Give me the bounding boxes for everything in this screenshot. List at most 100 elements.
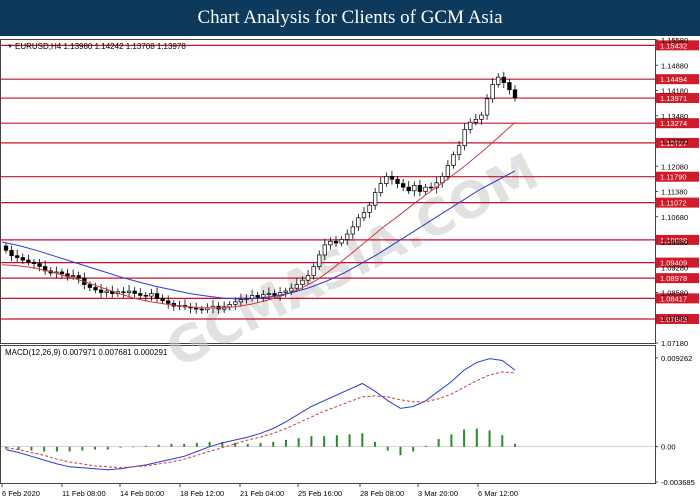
level-label-box <box>656 197 699 208</box>
candle <box>356 213 361 231</box>
ma-fast-line <box>1 121 516 309</box>
candle <box>507 79 512 95</box>
candle <box>406 181 411 195</box>
macd-histogram-bar <box>310 436 313 447</box>
candle <box>20 253 25 265</box>
candle <box>490 78 495 103</box>
candle <box>479 111 484 125</box>
time-tick-label: 6 Mar 12:00 <box>478 489 518 498</box>
level-label: 1.12727 <box>660 139 687 148</box>
level-label-box <box>656 273 699 284</box>
macd-histogram-bar <box>81 446 84 451</box>
macd-histogram-bar <box>514 443 516 447</box>
macd-histogram-bar <box>144 445 147 447</box>
candle <box>400 178 406 192</box>
macd-tick-label: -0.003685 <box>661 478 695 487</box>
macd-histogram-bar <box>361 433 364 447</box>
candle <box>305 270 311 285</box>
level-label: 1.13274 <box>660 119 687 128</box>
price-tick-label: 1.11380 <box>661 188 688 197</box>
level-label-box <box>656 74 699 85</box>
candle <box>233 297 238 310</box>
macd-histogram-bar <box>501 435 504 447</box>
price-panel-arrow-icon: ▼ <box>7 44 13 50</box>
level-label: 1.08417 <box>660 294 687 303</box>
time-tick-label: 21 Feb 04:00 <box>240 489 284 498</box>
level-label: 1.10038 <box>660 236 687 245</box>
macd-signal-line <box>5 371 516 469</box>
candle <box>26 254 31 266</box>
level-label-box <box>656 314 699 325</box>
candle <box>93 282 98 294</box>
macd-tick-label: 0.00 <box>661 443 676 452</box>
price-tick-label: 1.07880 <box>661 314 688 323</box>
candle <box>126 284 132 298</box>
macd-histogram-bar <box>119 446 122 448</box>
price-axis: 1.15580 1.14880 1.14180 1.13480 1.12780 1.120… <box>655 36 688 348</box>
level-label: 1.13971 <box>660 94 687 103</box>
time-tick-label: 18 Feb 12:00 <box>180 489 224 498</box>
macd-histogram-bar <box>437 439 440 447</box>
candle <box>121 287 126 298</box>
candle <box>367 201 372 218</box>
time-axis: 6 Feb 2020 11 Feb 08:00 14 Feb 00:00 18 Feb… <box>1 483 518 498</box>
price-tick-label: 1.14880 <box>661 61 688 70</box>
level-label: 1.15432 <box>660 41 687 50</box>
candle <box>428 182 434 192</box>
macd-histogram-bar <box>30 446 33 451</box>
level-label-box <box>656 171 699 182</box>
macd-histogram-bar <box>195 442 198 447</box>
candle <box>417 179 423 197</box>
macd-histogram-bar <box>132 446 135 448</box>
level-label: 1.08978 <box>660 274 687 283</box>
candle <box>154 287 160 303</box>
macd-histogram-bar <box>475 428 478 447</box>
candle <box>311 263 316 280</box>
price-tick-label: 1.09280 <box>661 263 688 272</box>
time-tick-label: 6 Feb 2020 <box>2 489 40 498</box>
candle <box>378 177 383 197</box>
candle <box>138 288 143 299</box>
candle <box>194 302 199 314</box>
candle <box>473 113 478 126</box>
price-tick-label: 1.09980 <box>661 238 688 247</box>
macd-histogram-bar <box>246 443 249 447</box>
candle <box>350 220 355 239</box>
candle <box>322 238 327 261</box>
candle <box>199 305 204 314</box>
macd-histogram-bar <box>68 446 71 452</box>
candle <box>468 118 473 134</box>
moving-averages <box>1 121 516 309</box>
level-label-box <box>656 118 699 129</box>
ma-slow-line <box>1 170 516 300</box>
candle <box>132 287 137 298</box>
macd-histogram-bar <box>5 446 7 449</box>
candle <box>3 242 9 254</box>
macd-line <box>5 358 516 471</box>
macd-histogram-bar <box>374 441 377 447</box>
time-tick-label: 3 Mar 20:00 <box>418 489 458 498</box>
macd-histogram-bar <box>488 430 491 447</box>
candle <box>384 172 389 187</box>
macd-histogram-bar <box>463 429 466 447</box>
support-resistance-levels: 1.15432 1.14494 1.13971 1.13274 1.12727 1.117… <box>1 40 699 325</box>
candle <box>149 288 154 301</box>
price-tick-label: 1.12780 <box>661 137 688 146</box>
candle <box>512 85 518 102</box>
level-label-box <box>656 137 699 148</box>
macd-panel <box>0 345 656 484</box>
level-label-box <box>656 293 699 304</box>
macd-histogram-bar <box>221 441 224 447</box>
candle <box>182 299 188 311</box>
macd-histogram-bar <box>297 438 300 447</box>
candle <box>333 235 339 248</box>
macd-histogram-bar <box>259 442 262 447</box>
candle <box>65 269 70 281</box>
price-tick-label: 1.07180 <box>661 339 688 348</box>
chart-area: GCMASIA.COM 1.154321.144941.139711.13274… <box>0 36 699 498</box>
macd-histogram-bar <box>170 443 173 447</box>
macd-title: MACD(12,26,9) 0.007971 0.007681 0.000291 <box>5 348 168 357</box>
macd-histogram-bar <box>348 434 351 447</box>
macd-histogram-bar <box>55 446 58 452</box>
macd-tick-label: 0.009262 <box>661 354 692 363</box>
